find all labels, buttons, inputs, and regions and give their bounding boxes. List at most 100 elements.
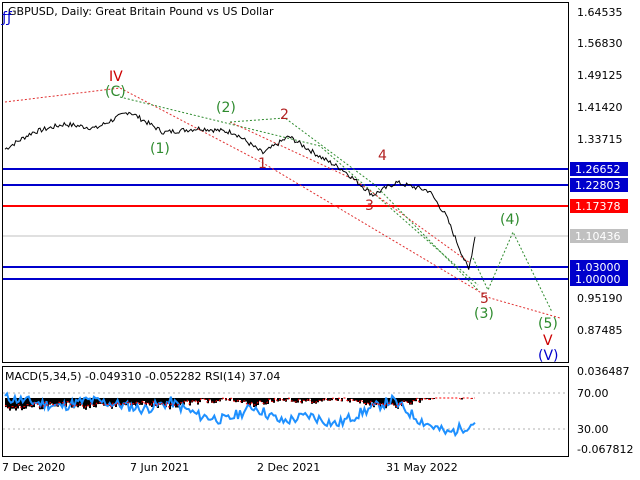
macd-bar <box>305 398 307 402</box>
macd-bar <box>241 398 243 403</box>
macd-bar <box>121 398 123 406</box>
macd-bar <box>393 398 395 406</box>
macd-bar <box>105 398 107 406</box>
macd-bar <box>299 398 301 400</box>
macd-bar <box>65 398 67 407</box>
macd-bar <box>433 398 435 399</box>
macd-bar <box>13 398 15 409</box>
macd-bar <box>147 398 149 403</box>
macd-bar <box>163 398 165 406</box>
y-tick-3: 1.49125 <box>577 69 623 82</box>
indicator-pane <box>2 366 569 457</box>
macd-bar <box>57 398 59 407</box>
macd-bar <box>197 398 199 405</box>
wave-label-2-red: 2 <box>280 107 289 123</box>
macd-bar <box>145 398 147 407</box>
macd-bar <box>169 398 171 410</box>
macd-bar <box>391 398 393 405</box>
macd-bar <box>143 398 145 401</box>
macd-bar <box>419 398 421 403</box>
macd-bar <box>351 398 353 399</box>
ind-tick-1: 0.036487 <box>577 365 630 378</box>
badge-1-22803-text: 1.22803 <box>575 179 621 192</box>
macd-bar <box>295 398 297 403</box>
macd-bar <box>191 398 193 403</box>
ind-tick-2: 70.00 <box>577 387 609 400</box>
macd-bar <box>167 398 169 404</box>
macd-bar <box>283 398 285 401</box>
macd-bar <box>55 398 57 407</box>
wave-label-5-green: (5) <box>538 316 558 332</box>
macd-bar <box>369 398 371 406</box>
macd-bar <box>353 398 355 401</box>
macd-bar <box>95 398 97 408</box>
macd-bar <box>185 398 187 402</box>
x-tick-1: 7 Dec 2020 <box>2 461 65 474</box>
red-wave-path-1 <box>4 87 561 319</box>
x-tick-4: 31 May 2022 <box>386 461 458 474</box>
macd-bar <box>261 398 263 403</box>
badge-1-17378-text: 1.17378 <box>575 200 621 213</box>
wave-label-3-green: (3) <box>474 306 494 322</box>
macd-bar <box>97 398 99 405</box>
badge-1-26652-text: 1.26652 <box>575 163 621 176</box>
wave-label-3-red: 3 <box>365 198 374 214</box>
macd-bar <box>247 398 249 406</box>
macd-bar <box>411 398 413 405</box>
macd-bar <box>15 398 17 411</box>
macd-bar <box>51 398 53 404</box>
macd-bar <box>235 398 237 403</box>
macd-bar <box>207 398 209 404</box>
macd-bar <box>255 398 257 407</box>
macd-bar <box>377 398 379 404</box>
macd-bar <box>399 398 401 405</box>
macd-bar <box>287 398 289 400</box>
macd-bar <box>379 398 381 408</box>
macd-bar <box>175 398 177 408</box>
macd-bar <box>187 398 189 401</box>
macd-bar <box>373 398 375 408</box>
wave-label-v-blue: (V) <box>538 348 559 364</box>
macd-bar <box>319 398 321 401</box>
macd-bar <box>221 398 223 400</box>
macd-bar <box>213 398 215 404</box>
wave-label-v: V <box>543 333 553 349</box>
macd-bar <box>83 398 85 409</box>
badge-1-00000-text: 1.00000 <box>575 273 621 286</box>
badge-1-26652 <box>570 162 628 176</box>
macd-bar <box>249 398 251 407</box>
y-tick-2: 1.56830 <box>577 37 623 50</box>
macd-bar <box>205 398 207 400</box>
macd-bar <box>203 398 205 399</box>
y-tick-7: 0.87485 <box>577 324 623 337</box>
macd-bar <box>335 398 337 400</box>
macd-bar <box>161 398 163 405</box>
wave-label-1-green: (1) <box>150 141 170 157</box>
y-tick-5: 1.33715 <box>577 133 623 146</box>
macd-bar <box>215 398 217 403</box>
y-tick-1: 1.64535 <box>577 6 623 19</box>
macd-bar <box>189 398 191 406</box>
macd-bar <box>413 398 415 402</box>
macd-bar <box>181 398 183 404</box>
macd-bar <box>265 398 267 405</box>
macd-bar <box>263 398 265 405</box>
macd-bar <box>347 398 349 402</box>
macd-bar <box>29 398 31 407</box>
macd-bar <box>87 398 89 407</box>
macd-bar <box>209 398 211 400</box>
macd-bar <box>113 398 115 405</box>
ind-tick-4: -0.067812 <box>577 443 633 456</box>
macd-bar <box>217 398 219 402</box>
macd-bar <box>245 398 247 402</box>
macd-bar <box>233 398 235 402</box>
macd-bar <box>17 398 19 409</box>
macd-bar <box>271 398 273 402</box>
macd-bar <box>131 398 133 407</box>
macd-bar <box>257 398 259 405</box>
macd-bar <box>269 398 271 400</box>
macd-bar <box>53 398 55 407</box>
macd-bar <box>251 398 253 403</box>
macd-bar <box>119 398 121 408</box>
